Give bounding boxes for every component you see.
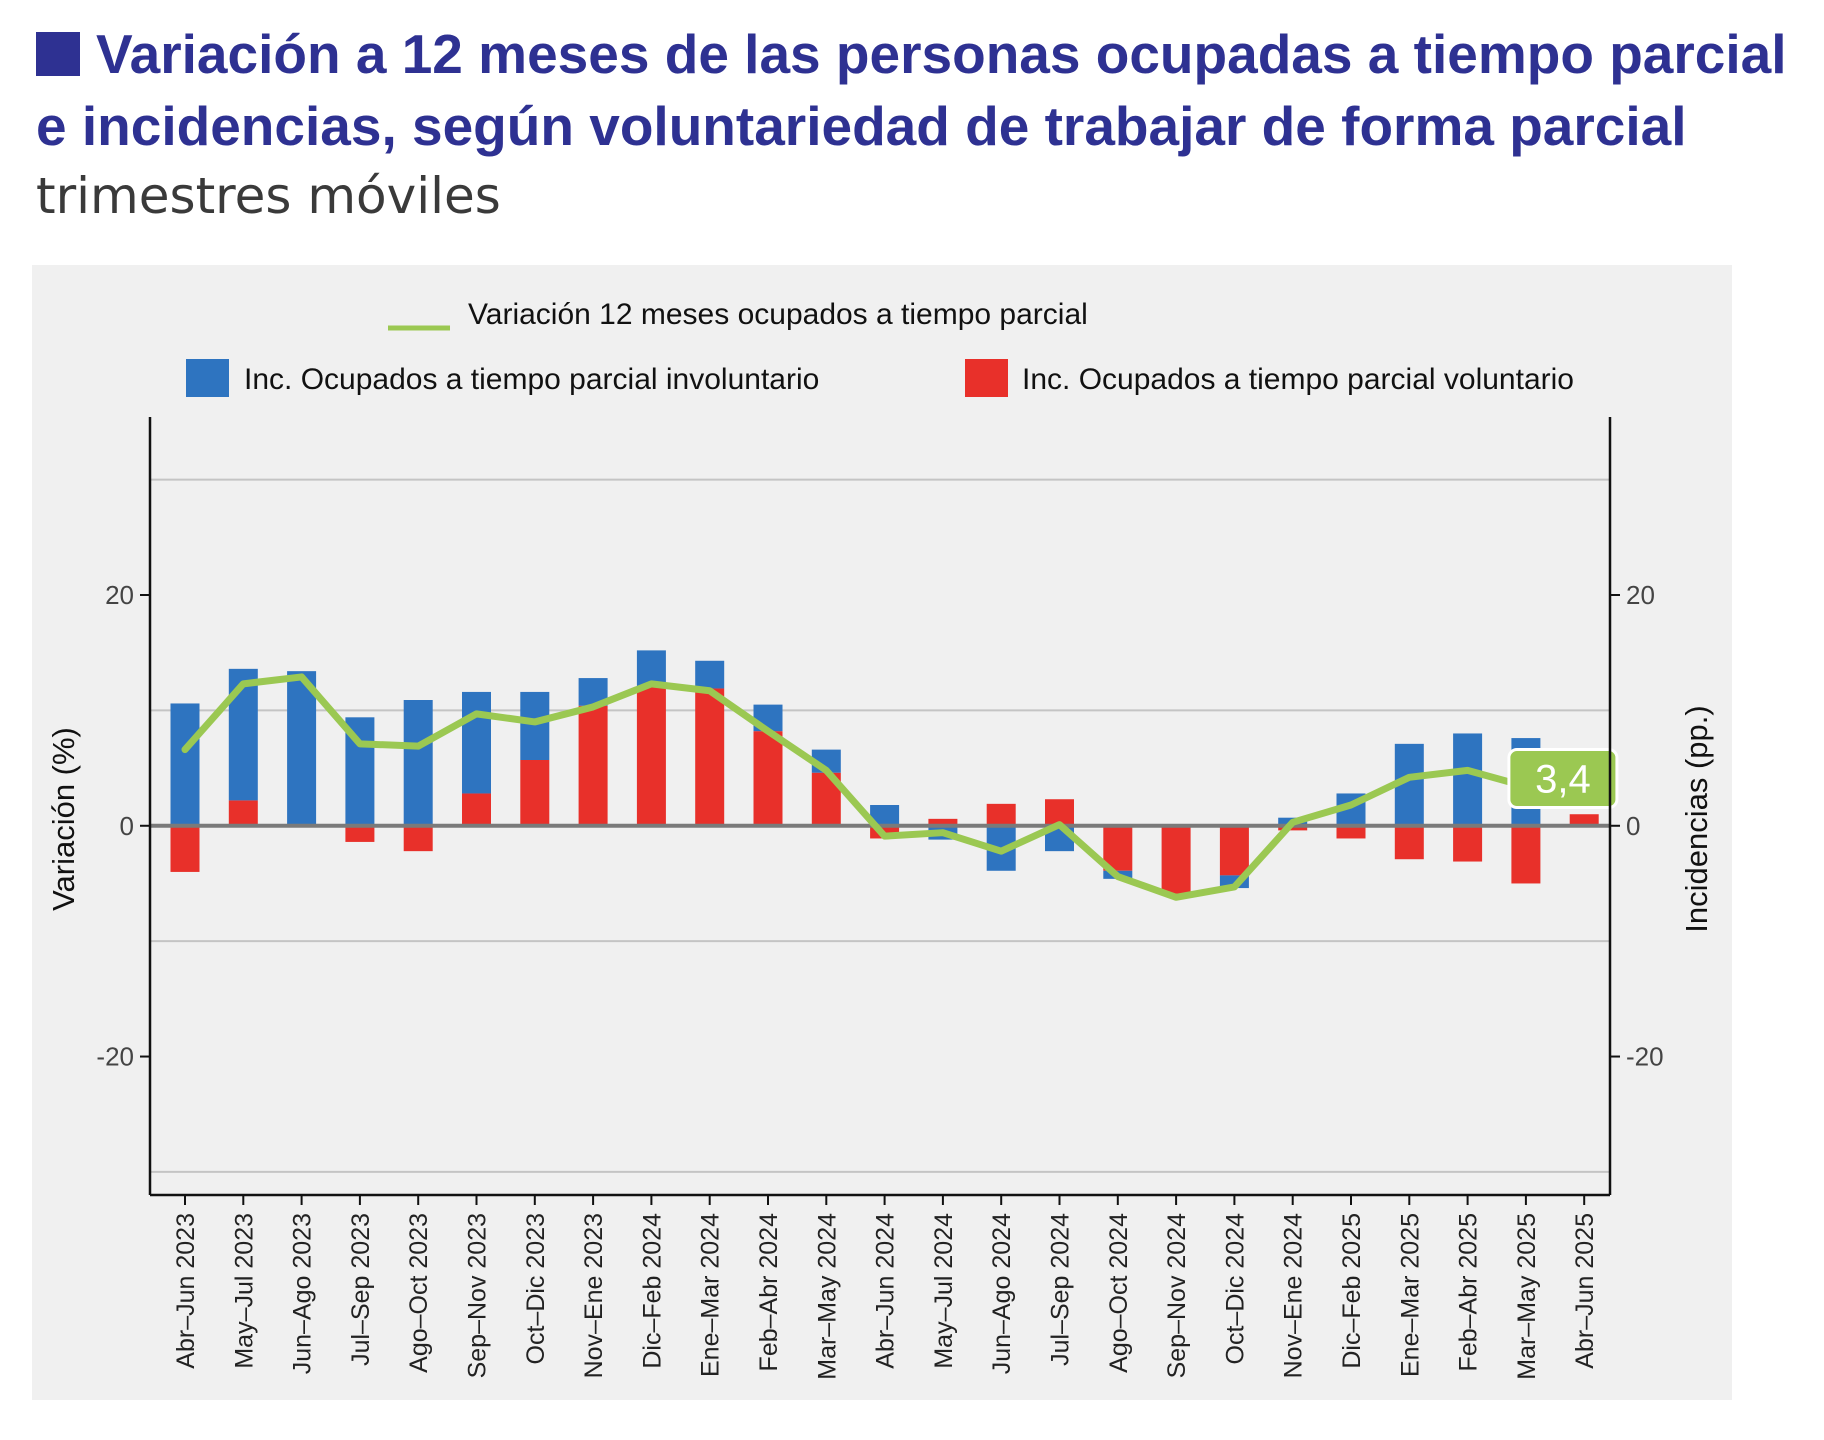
- bar-voluntario: [1278, 825, 1308, 831]
- bar-involuntario: [870, 805, 900, 826]
- chart-subtitle: trimestres móviles: [36, 167, 501, 225]
- x-tick-label: Abr–Jun 2024: [872, 1213, 900, 1369]
- x-tick-label: Ene–Mar 2025: [1396, 1213, 1424, 1377]
- left-tick-label: 0: [120, 811, 134, 841]
- header: Variación a 12 meses de las personas ocu…: [36, 18, 1796, 226]
- legend-label-involuntario: Inc. Ocupados a tiempo parcial involunta…: [244, 363, 819, 396]
- bar-involuntario: [462, 691, 491, 794]
- bar-voluntario: [403, 825, 433, 852]
- chart-title-text: Variación a 12 meses de las personas ocu…: [36, 23, 1787, 157]
- x-tick-label: Abr–Jun 2025: [1571, 1213, 1599, 1369]
- x-tick-label: Sep–Nov 2024: [1163, 1213, 1191, 1379]
- x-tick-label: Jun–Ago 2024: [988, 1213, 1016, 1374]
- title-square-icon: [36, 32, 80, 76]
- left-tick-label: -20: [96, 1042, 134, 1072]
- bar-involuntario: [520, 691, 550, 760]
- x-tick-label: May–Jul 2024: [930, 1213, 958, 1369]
- legend-label-voluntario: Inc. Ocupados a tiempo parcial voluntari…: [1022, 363, 1574, 396]
- bar-voluntario: [753, 731, 783, 826]
- bar-involuntario: [695, 660, 725, 689]
- legend-swatch-involuntario: [186, 359, 229, 397]
- bar-voluntario: [695, 688, 725, 826]
- chart-svg: Variación 12 meses ocupados a tiempo par…: [46, 298, 1714, 1380]
- callout-label: 3,4: [1535, 758, 1591, 802]
- x-tick-label: Feb–Abr 2025: [1455, 1213, 1483, 1371]
- bar-voluntario: [1336, 825, 1366, 839]
- bar-voluntario: [636, 687, 666, 826]
- right-tick-label: 0: [1626, 811, 1640, 841]
- x-tick-label: Jun–Ago 2023: [289, 1213, 317, 1374]
- x-tick-label: May–Jul 2023: [230, 1213, 258, 1369]
- left-tick-label: 20: [105, 580, 134, 610]
- x-tick-label: Oct–Dic 2024: [1221, 1213, 1249, 1365]
- x-tick-label: Oct–Dic 2023: [522, 1213, 550, 1364]
- x-tick-label: Sep–Nov 2023: [464, 1213, 492, 1378]
- left-axis-title: Variación (%): [46, 727, 81, 911]
- x-tick-label: Nov–Ene 2024: [1280, 1213, 1308, 1379]
- x-tick-label: Abr–Jun 2023: [172, 1213, 200, 1369]
- right-tick-label: 20: [1626, 580, 1655, 610]
- bar-voluntario: [578, 705, 608, 826]
- x-tick-label: Ene–Mar 2024: [697, 1213, 725, 1377]
- x-tick-label: Feb–Abr 2024: [755, 1213, 783, 1372]
- x-tick-label: Mar–May 2025: [1513, 1213, 1541, 1380]
- bar-voluntario: [986, 803, 1016, 826]
- bar-voluntario: [520, 760, 550, 826]
- bar-voluntario: [1161, 825, 1191, 894]
- bar-involuntario: [403, 700, 433, 826]
- bar-voluntario: [170, 825, 200, 872]
- bar-voluntario: [462, 793, 491, 826]
- x-tick-label: Dic–Feb 2024: [638, 1213, 666, 1369]
- x-tick-label: Dic–Feb 2025: [1338, 1213, 1366, 1369]
- x-tick-label: Mar–May 2024: [813, 1213, 841, 1380]
- bar-voluntario: [1511, 825, 1541, 884]
- right-tick-label: -20: [1626, 1042, 1664, 1072]
- bar-voluntario: [1219, 825, 1249, 876]
- bar-involuntario: [1453, 733, 1483, 826]
- bar-voluntario: [1394, 825, 1424, 860]
- legend-swatch-voluntario: [965, 359, 1008, 397]
- x-tick-label: Jul–Sep 2023: [347, 1213, 375, 1366]
- bar-involuntario: [170, 703, 200, 826]
- right-axis-title: Incidencias (pp.): [1679, 705, 1714, 932]
- callout-box: [1507, 748, 1619, 810]
- bar-voluntario: [1453, 825, 1483, 862]
- legend: Variación 12 meses ocupados a tiempo par…: [186, 298, 1574, 397]
- x-tick-label: Ago–Oct 2023: [405, 1213, 433, 1373]
- plot-area: 3,4 -20 0 20 -20 0 20 Abr–Jun 2023 May–Jul 2023 J…: [96, 417, 1664, 1380]
- bar-voluntario: [1569, 814, 1599, 826]
- bar-voluntario: [228, 800, 258, 826]
- x-tick-label: Nov–Ene 2023: [580, 1213, 608, 1378]
- bar-involuntario: [287, 671, 317, 826]
- x-tick-label: Jul–Sep 2024: [1047, 1213, 1075, 1366]
- bar-voluntario: [345, 825, 375, 842]
- line-variacion: [181, 673, 1530, 901]
- x-tick-label: Ago–Oct 2024: [1105, 1213, 1133, 1373]
- legend-label-line: Variación 12 meses ocupados a tiempo par…: [468, 298, 1088, 331]
- chart-title: Variación a 12 meses de las personas ocu…: [36, 18, 1796, 162]
- chart-panel: Variación 12 meses ocupados a tiempo par…: [32, 265, 1732, 1400]
- bar-voluntario: [928, 818, 958, 826]
